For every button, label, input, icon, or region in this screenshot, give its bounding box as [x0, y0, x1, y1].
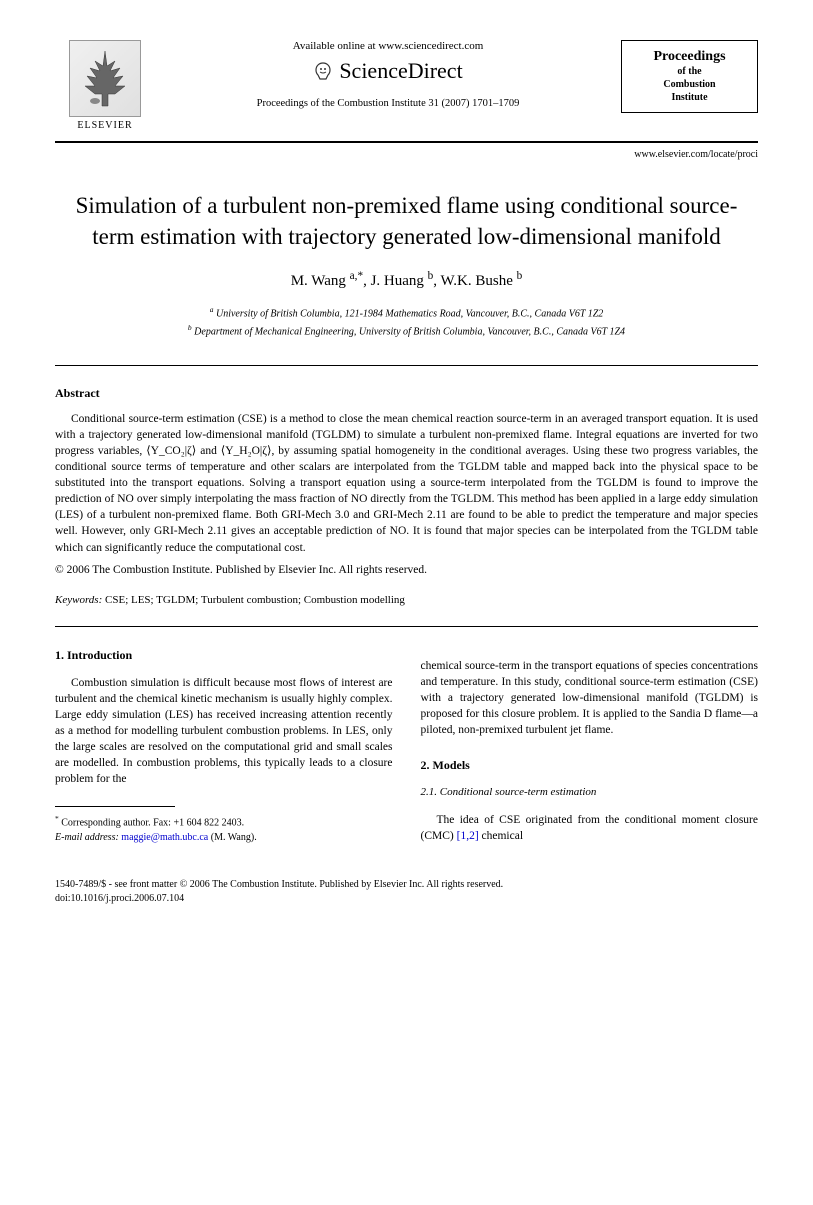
copyright-line: © 2006 The Combustion Institute. Publish… [55, 564, 758, 576]
section-1-heading: 1. Introduction [55, 647, 393, 664]
abstract-text: Conditional source-term estimation (CSE)… [55, 411, 758, 556]
header-divider [55, 141, 758, 143]
email-author: (M. Wang). [208, 832, 256, 843]
post-keywords-divider [55, 626, 758, 627]
email-note: E-mail address: maggie@math.ubc.ca (M. W… [55, 830, 393, 845]
author-3-sup: b [517, 270, 523, 282]
footnote-divider [55, 806, 175, 807]
available-online-text: Available online at www.sciencedirect.co… [155, 40, 621, 52]
author-1-sup: a,* [350, 270, 363, 282]
section-2-1-heading: 2.1. Conditional source-term estimation [421, 785, 759, 800]
section-2-heading: 2. Models [421, 757, 759, 774]
affiliation-b: b Department of Mechanical Engineering, … [55, 322, 758, 340]
intro-paragraph-2: chemical source-term in the transport eq… [421, 658, 759, 738]
keywords-line: Keywords: CSE; LES; TGLDM; Turbulent com… [55, 594, 758, 606]
ref-link-1-2[interactable]: [1,2] [457, 830, 479, 842]
elsevier-label: ELSEVIER [55, 120, 155, 131]
journal-url[interactable]: www.elsevier.com/locate/proci [55, 149, 758, 160]
email-label: E-mail address: [55, 832, 119, 843]
affiliations: a University of British Columbia, 121-19… [55, 304, 758, 341]
s21-text-b: chemical [479, 830, 523, 842]
article-page: ELSEVIER Available online at www.science… [0, 0, 813, 946]
journal-title-box: Proceedings of the Combustion Institute [621, 40, 758, 113]
proceedings-of: of the [632, 65, 747, 78]
doi-line: doi:10.1016/j.proci.2006.07.104 [55, 892, 758, 906]
pre-abstract-divider [55, 365, 758, 366]
center-header: Available online at www.sciencedirect.co… [155, 40, 621, 109]
article-title: Simulation of a turbulent non-premixed f… [75, 190, 738, 252]
left-column: 1. Introduction Combustion simulation is… [55, 647, 393, 856]
section-2-1-paragraph: The idea of CSE originated from the cond… [421, 812, 759, 844]
affiliation-a: a University of British Columbia, 121-19… [55, 304, 758, 322]
elsevier-logo [69, 40, 141, 117]
corresponding-text: Corresponding author. Fax: +1 604 822 24… [59, 817, 244, 828]
affil-a-text: University of British Columbia, 121-1984… [213, 308, 603, 319]
keywords-text: CSE; LES; TGLDM; Turbulent combustion; C… [102, 594, 405, 606]
author-3: , W.K. Bushe [433, 273, 516, 289]
keywords-label: Keywords: [55, 594, 102, 606]
sciencedirect-text: ScienceDirect [339, 58, 462, 84]
proceedings-institute: Institute [632, 91, 747, 104]
intro-paragraph-1: Combustion simulation is difficult becau… [55, 675, 393, 788]
author-2: , J. Huang [363, 273, 428, 289]
proceedings-combustion: Combustion [632, 78, 747, 91]
footer-info: 1540-7489/$ - see front matter © 2006 Th… [55, 878, 758, 906]
journal-citation: Proceedings of the Combustion Institute … [155, 98, 621, 109]
right-column: chemical source-term in the transport eq… [421, 647, 759, 856]
proceedings-word: Proceedings [632, 49, 747, 65]
publisher-block: ELSEVIER [55, 40, 155, 131]
elsevier-tree-icon [75, 46, 135, 111]
authors-line: M. Wang a,*, J. Huang b, W.K. Bushe b [55, 270, 758, 290]
email-link[interactable]: maggie@math.ubc.ca [119, 832, 208, 843]
issn-line: 1540-7489/$ - see front matter © 2006 Th… [55, 878, 758, 892]
body-columns: 1. Introduction Combustion simulation is… [55, 647, 758, 856]
header-row: ELSEVIER Available online at www.science… [55, 40, 758, 131]
corresponding-author-note: * Corresponding author. Fax: +1 604 822 … [55, 813, 393, 830]
sciencedirect-brand: ScienceDirect [155, 58, 621, 84]
affil-b-text: Department of Mechanical Engineering, Un… [192, 327, 625, 338]
author-1: M. Wang [291, 273, 350, 289]
sciencedirect-icon [313, 61, 333, 81]
abstract-heading: Abstract [55, 386, 758, 401]
